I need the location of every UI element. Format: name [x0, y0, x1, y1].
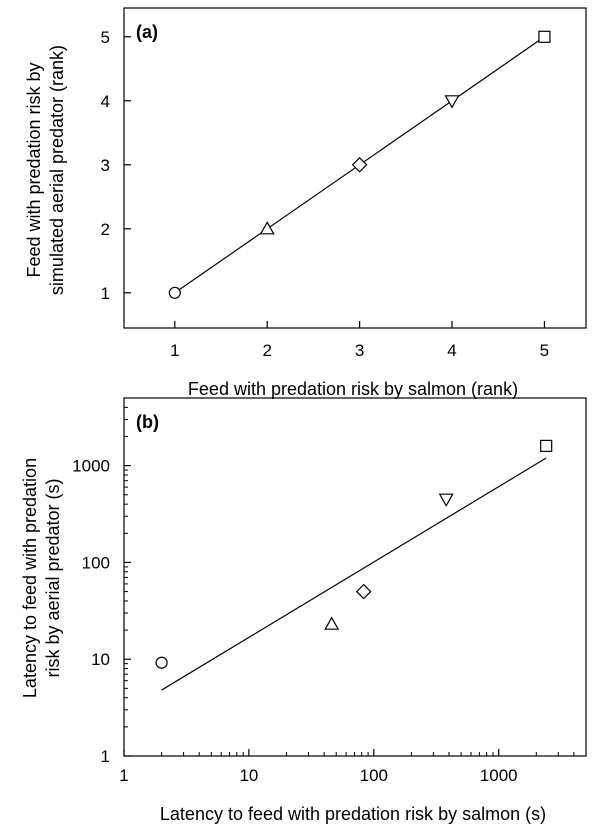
plot-frame: [123, 7, 587, 329]
y-tick-label: 1: [101, 284, 110, 303]
plot-frame: [123, 397, 587, 757]
data-point-diamond: [355, 583, 372, 600]
x-tick-label: 4: [447, 341, 456, 360]
data-point-triangle-down: [444, 95, 460, 109]
y-tick-label: 1: [101, 747, 110, 766]
panel-a-chart: 1 1 2 2 3 3 4 4 5 5 (a) Feed with predation risk by…: [24, 7, 587, 399]
data-point-circle: [168, 286, 181, 299]
y-tick-label: 1000: [72, 457, 110, 476]
x-axis-label: Latency to feed with predation risk by s…: [160, 804, 546, 824]
x-tick-label: 1: [119, 766, 128, 785]
y-axis-label-line2: risk by aerial predator (s): [43, 478, 63, 677]
y-tick-label: 10: [91, 650, 110, 669]
x-tick-label: 3: [355, 341, 364, 360]
x-axis-label: Feed with predation risk by salmon (rank…: [188, 379, 518, 399]
x-tick-label: 1: [170, 341, 179, 360]
y-tick-label: 100: [82, 553, 110, 572]
y-tick-label: 4: [101, 92, 110, 111]
data-point-triangle-down: [438, 493, 454, 507]
y-axis-label-line1: Feed with predation risk by: [24, 62, 44, 277]
y-axis-label-line2: simulated aerial predator (rank): [47, 45, 67, 295]
x-tick-label: 10: [239, 766, 258, 785]
regression-line: [161, 457, 547, 691]
y-tick-label: 2: [101, 220, 110, 239]
panel-label: (a): [136, 22, 158, 42]
data-point-circle: [155, 656, 168, 669]
panel-label: (b): [136, 412, 159, 432]
x-tick-label: 100: [360, 766, 388, 785]
y-tick-label: 3: [101, 156, 110, 175]
data-point-triangle-up: [324, 616, 340, 630]
data-point-square: [540, 439, 553, 452]
data-point-triangle-up: [259, 221, 275, 235]
x-tick-label: 1000: [480, 766, 518, 785]
panel-b-chart: 11 10 10 100 100 1000 1000 (b) Latency to feed w…: [20, 397, 587, 824]
data-point-diamond: [351, 156, 368, 173]
data-point-square: [538, 30, 551, 43]
y-axis-label-line1: Latency to feed with predation: [20, 458, 40, 698]
y-tick-label: 5: [101, 28, 110, 47]
x-tick-label: 2: [262, 341, 271, 360]
x-tick-label: 5: [540, 341, 549, 360]
